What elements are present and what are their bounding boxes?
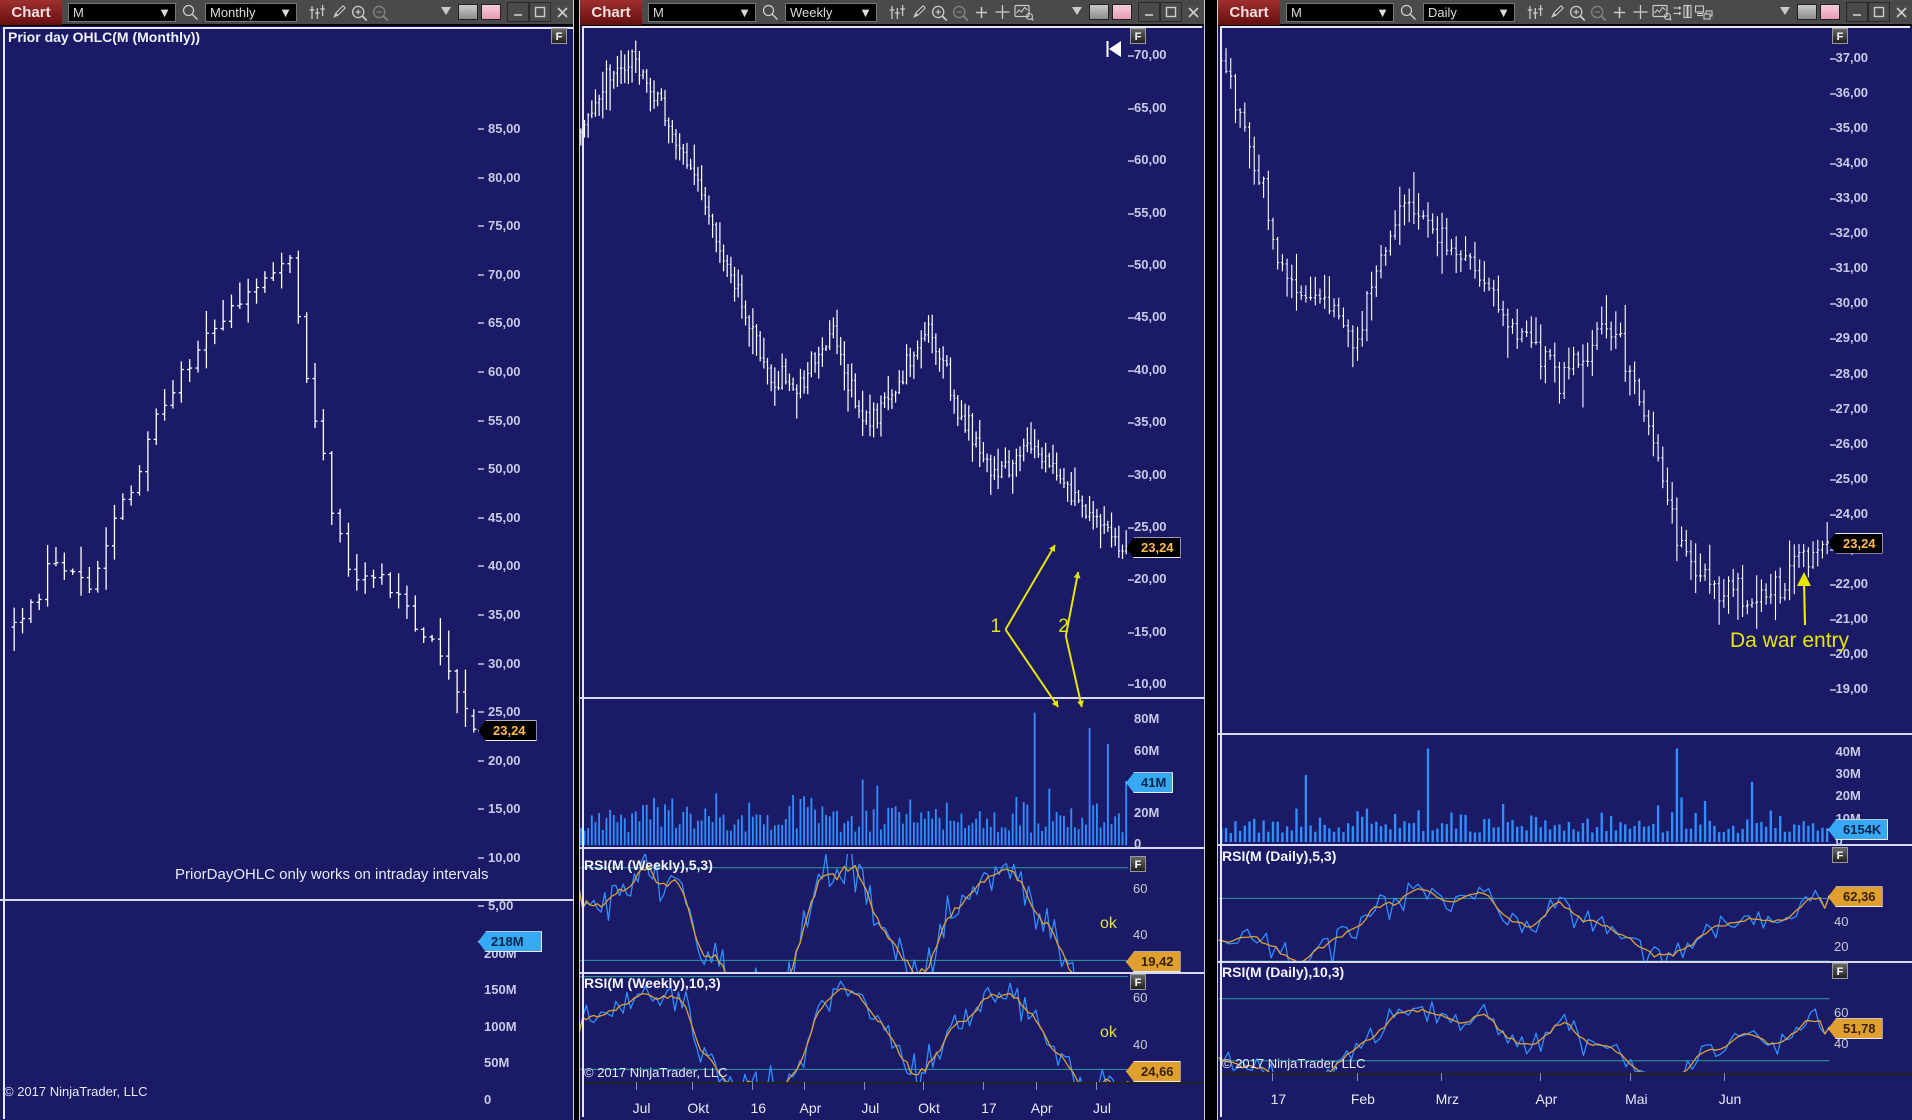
svg-text:Da war entry: Da war entry xyxy=(1730,629,1850,652)
svg-text:1: 1 xyxy=(991,616,1002,637)
